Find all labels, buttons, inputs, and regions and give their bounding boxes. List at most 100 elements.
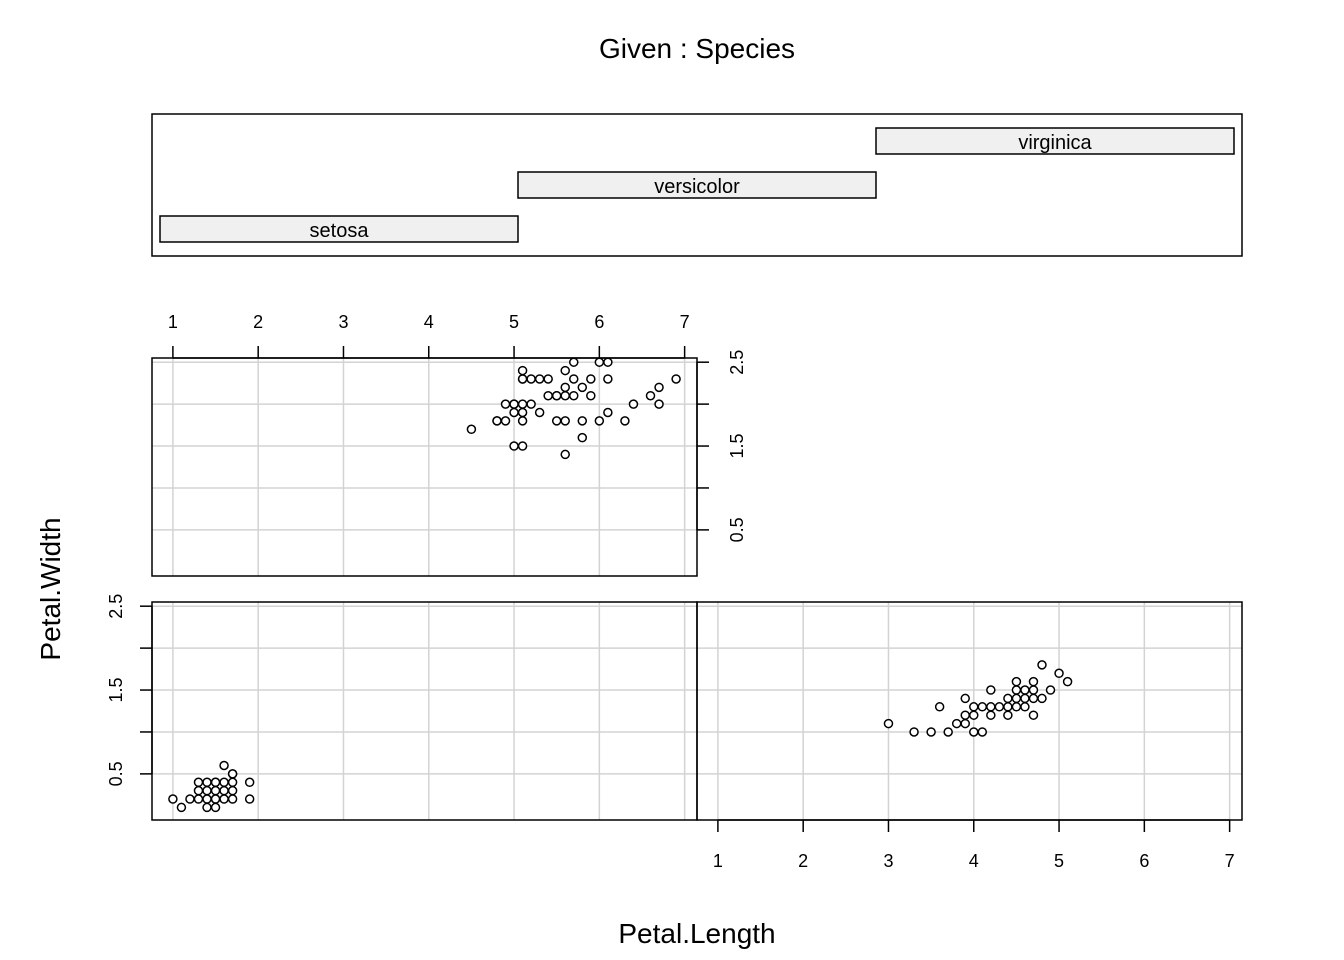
point-virginica <box>628 399 639 409</box>
point-virginica <box>534 374 545 384</box>
point-virginica <box>517 374 528 384</box>
point-virginica <box>517 399 528 409</box>
x-tick-label-bottom: 4 <box>969 851 979 871</box>
x-axis-label: Petal.Length <box>618 918 775 949</box>
x-tick-label-bottom: 6 <box>1139 851 1149 871</box>
point-virginica <box>603 407 613 418</box>
point-virginica <box>517 416 528 426</box>
point-setosa <box>244 777 255 788</box>
point-versicolor <box>934 702 945 712</box>
x-tick-label-top: 3 <box>338 312 348 332</box>
x-tick-label-top: 5 <box>509 312 519 332</box>
point-setosa <box>227 769 238 779</box>
given-bars: setosa versicolor virginica <box>159 127 1235 243</box>
given-bar-versicolor <box>517 171 877 199</box>
point-versicolor <box>1011 685 1022 695</box>
y-tick-label-left: 2.5 <box>106 594 126 619</box>
given-bar-label-setosa: setosa <box>310 220 370 242</box>
point-virginica <box>500 399 511 409</box>
chart-title: Given : Species <box>599 33 795 64</box>
point-setosa <box>219 760 229 771</box>
point-versicolor <box>1045 685 1056 695</box>
point-setosa <box>193 785 204 796</box>
point-setosa <box>202 802 212 813</box>
point-virginica <box>509 399 519 409</box>
point-virginica <box>560 449 570 460</box>
x-tick-label-top: 1 <box>168 312 178 332</box>
x-tick-label-bottom: 3 <box>883 851 893 871</box>
point-setosa <box>227 794 238 804</box>
point-virginica <box>594 416 605 426</box>
point-virginica <box>654 382 664 393</box>
point-virginica <box>560 365 570 376</box>
point-virginica <box>551 416 562 426</box>
panel-grids <box>152 358 1242 820</box>
point-versicolor <box>1028 676 1039 687</box>
point-virginica <box>500 416 511 426</box>
point-setosa <box>219 777 229 788</box>
given-bar-virginica <box>875 127 1235 155</box>
point-virginica <box>534 407 545 418</box>
point-virginica <box>569 390 579 401</box>
point-setosa <box>227 785 238 796</box>
point-virginica <box>517 407 528 418</box>
y-tick-label-right: 0.5 <box>727 517 747 542</box>
point-virginica <box>560 382 570 393</box>
points <box>168 357 1073 813</box>
point-versicolor <box>960 718 970 729</box>
point-virginica <box>603 374 613 384</box>
point-versicolor <box>986 702 996 712</box>
point-versicolor <box>943 727 953 737</box>
point-versicolor <box>951 718 962 729</box>
point-virginica <box>509 441 519 451</box>
point-virginica <box>577 382 588 393</box>
point-setosa <box>210 777 221 788</box>
point-versicolor <box>986 710 996 720</box>
point-setosa <box>185 794 195 804</box>
point-virginica <box>543 390 553 401</box>
given-panel <box>151 113 1243 257</box>
y-axis-label: Petal.Width <box>35 517 66 660</box>
y-tick-label-right: 2.5 <box>727 350 747 375</box>
point-versicolor <box>977 702 988 712</box>
point-virginica <box>517 441 528 451</box>
x-tick-label-top: 2 <box>253 312 263 332</box>
point-versicolor <box>1020 702 1030 712</box>
panel-virginica <box>151 357 698 577</box>
point-virginica <box>517 365 528 376</box>
point-virginica <box>654 399 664 409</box>
point-versicolor <box>1003 693 1013 704</box>
point-versicolor <box>969 702 979 712</box>
point-versicolor <box>1054 668 1064 679</box>
point-versicolor <box>994 702 1005 712</box>
point-virginica <box>466 424 477 435</box>
point-versicolor <box>977 727 988 737</box>
point-versicolor <box>1003 702 1013 712</box>
point-versicolor <box>883 718 894 729</box>
point-virginica <box>577 416 588 426</box>
point-versicolor <box>909 727 919 737</box>
y-tick-label-right: 1.5 <box>727 434 747 459</box>
point-versicolor <box>1062 676 1073 687</box>
point-virginica <box>560 390 570 401</box>
y-tick-label-left: 0.5 <box>106 761 126 786</box>
point-setosa <box>202 794 212 804</box>
point-setosa <box>210 802 221 813</box>
point-virginica <box>645 390 656 401</box>
point-virginica <box>586 390 596 401</box>
x-tick-label-top: 4 <box>424 312 434 332</box>
point-versicolor <box>986 685 996 695</box>
y-tick-label-left: 1.5 <box>106 678 126 703</box>
point-setosa <box>168 794 178 804</box>
point-virginica <box>526 399 536 409</box>
point-virginica <box>586 374 596 384</box>
point-versicolor <box>960 710 970 720</box>
given-bar-label-versicolor: versicolor <box>654 176 740 198</box>
point-versicolor <box>1028 710 1039 720</box>
point-setosa <box>176 802 187 813</box>
point-virginica <box>594 357 605 367</box>
point-setosa <box>193 794 204 804</box>
point-virginica <box>543 374 553 384</box>
x-tick-label-top: 7 <box>680 312 690 332</box>
